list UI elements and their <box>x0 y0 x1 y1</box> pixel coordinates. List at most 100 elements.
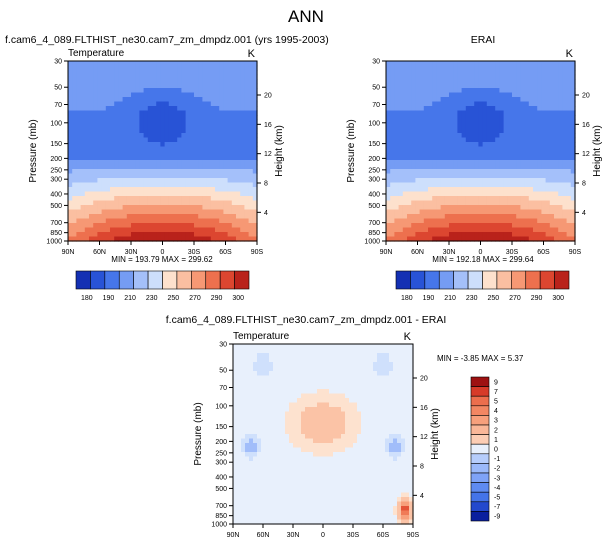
heatmap-cell <box>537 191 542 197</box>
heatmap-cell <box>482 182 488 188</box>
heatmap-cell <box>398 169 404 175</box>
heatmap-cell <box>449 110 454 116</box>
heatmap-cell <box>428 92 433 98</box>
heatmap-cell <box>160 88 166 94</box>
heatmap-cell <box>231 182 237 188</box>
heatmap-cell <box>558 160 563 166</box>
heatmap-cell <box>261 452 266 458</box>
heatmap-cell <box>76 227 82 233</box>
heatmap-cell <box>219 200 224 206</box>
heatmap-cell <box>554 182 559 188</box>
heatmap-cell <box>240 223 245 229</box>
heatmap-cell <box>236 79 241 85</box>
heatmap-cell <box>135 214 140 220</box>
heatmap-cell <box>249 384 254 390</box>
heatmap-cell <box>313 425 318 431</box>
heatmap-cell <box>405 443 410 449</box>
heatmap-cell <box>164 214 170 220</box>
heatmap-cell <box>357 348 362 354</box>
y-tick-label: 100 <box>368 120 380 127</box>
heatmap-cell <box>173 191 178 197</box>
heatmap-cell <box>93 178 98 184</box>
heatmap-cell <box>549 146 555 152</box>
heatmap-cell <box>419 173 425 179</box>
heatmap-cell <box>537 232 542 238</box>
heatmap-cell <box>309 389 314 395</box>
heatmap-cell <box>122 227 128 233</box>
min-max-text: MIN = 193.79 MAX = 299.62 <box>111 255 213 264</box>
heatmap-cell <box>68 119 73 125</box>
heatmap-cell <box>181 97 187 103</box>
heatmap-cell <box>265 416 270 422</box>
heatmap-cell <box>537 133 542 139</box>
heatmap-cell <box>223 79 229 85</box>
heatmap-cell <box>353 402 358 408</box>
heatmap-cell <box>411 83 416 89</box>
heatmap-cell <box>554 169 559 175</box>
heatmap-cell <box>357 443 362 449</box>
heatmap-cell <box>210 101 216 107</box>
heatmap-cell <box>126 164 132 170</box>
heatmap-cell <box>491 182 496 188</box>
heatmap-cell <box>373 380 378 386</box>
heatmap-cell <box>126 182 132 188</box>
heatmap-cell <box>507 232 513 238</box>
heatmap-cell <box>562 151 568 157</box>
heatmap-cell <box>377 398 382 404</box>
heatmap-cell <box>419 214 425 220</box>
heatmap-cell <box>101 92 107 98</box>
heatmap-cell <box>245 420 250 426</box>
heatmap-cell <box>122 209 128 215</box>
heatmap-cell <box>76 151 82 157</box>
heatmap-cell <box>147 110 153 116</box>
heatmap-cell <box>436 133 442 139</box>
heatmap-cell <box>110 74 115 80</box>
heatmap-cell <box>321 393 326 399</box>
heatmap-cell <box>177 151 182 157</box>
heatmap-cell <box>80 133 86 139</box>
heatmap-cell <box>390 164 395 170</box>
heatmap-cell <box>168 133 174 139</box>
heatmap-cell <box>305 407 310 413</box>
heatmap-cell <box>293 362 298 368</box>
heatmap-cell <box>219 128 224 134</box>
heatmap-cell <box>181 223 187 229</box>
heatmap-cell <box>173 182 178 188</box>
heatmap-cell <box>289 420 294 426</box>
heatmap-cell <box>369 443 374 449</box>
heatmap-cell <box>194 227 199 233</box>
heatmap-cell <box>198 137 203 143</box>
heatmap-cell <box>252 160 258 166</box>
heatmap-cell <box>244 74 250 80</box>
heatmap-cell <box>68 169 73 175</box>
heatmap-cell <box>554 119 559 125</box>
heatmap-cell <box>516 101 521 107</box>
heatmap-cell <box>411 97 416 103</box>
heatmap-cell <box>457 169 463 175</box>
heatmap-cell <box>198 209 203 215</box>
heatmap-cell <box>101 160 107 166</box>
heatmap-cell <box>285 393 290 399</box>
heatmap-cell <box>549 187 555 193</box>
heatmap-cell <box>84 232 90 238</box>
heatmap-cell <box>409 416 414 422</box>
heatmap-cell <box>405 384 410 390</box>
heatmap-cell <box>402 83 408 89</box>
heatmap-cell <box>189 74 195 80</box>
heatmap-cell <box>185 178 191 184</box>
heatmap-cell <box>345 420 350 426</box>
heatmap-cell <box>361 407 366 413</box>
heatmap-cell <box>293 389 298 395</box>
heatmap-cell <box>105 187 111 193</box>
heatmap-cell <box>231 119 237 125</box>
heatmap-cell <box>491 223 496 229</box>
heatmap-cell <box>369 348 374 354</box>
heatmap-cell <box>394 187 400 193</box>
heatmap-cell <box>495 196 500 202</box>
heatmap-cell <box>249 366 254 372</box>
heatmap-cell <box>440 164 446 170</box>
heatmap-cell <box>139 196 145 202</box>
heatmap-cell <box>465 97 471 103</box>
heatmap-cell <box>407 133 412 139</box>
heatmap-cell <box>80 137 86 143</box>
